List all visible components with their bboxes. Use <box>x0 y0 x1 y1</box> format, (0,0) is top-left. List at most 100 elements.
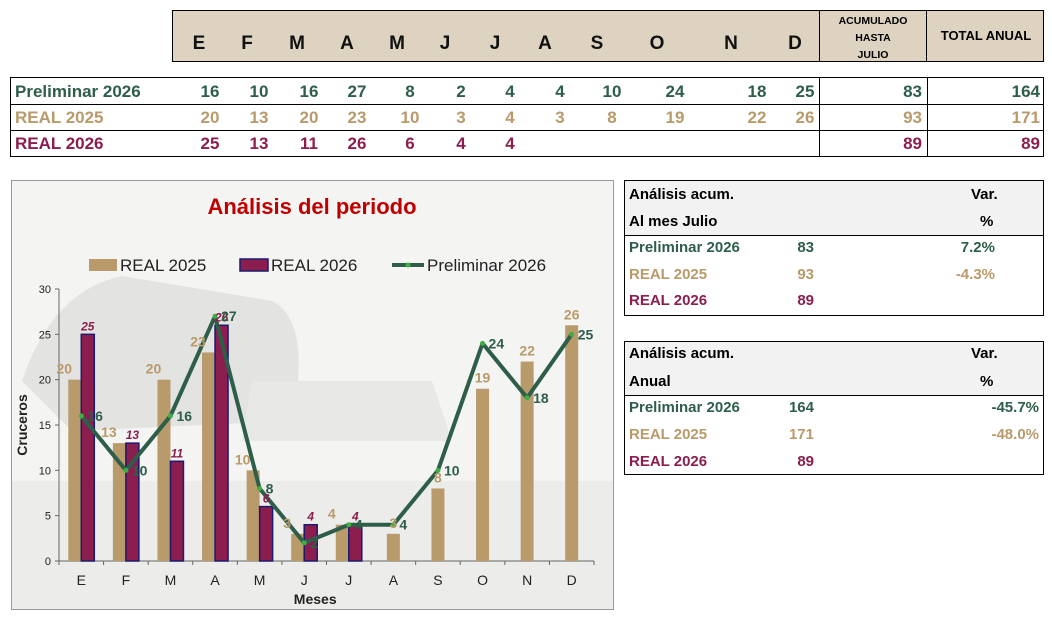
chart-title: Análisis del periodo <box>207 194 416 219</box>
table-cell: 25 <box>795 82 815 101</box>
month-header-band: E F M A M J J A S O N D ACUMULADO HASTA JULIO TOTAL… <box>172 10 1044 62</box>
analysis-month-subtitle: Al mes Julio <box>629 213 718 230</box>
data-label-real-2026: 4 <box>351 510 359 524</box>
data-label-real-2025: 10 <box>235 451 251 467</box>
data-label-real-2025: 23 <box>190 333 206 349</box>
x-tick-label: D <box>567 572 577 588</box>
y-tick-label: 20 <box>39 375 51 387</box>
data-label-preliminar-2026: 2 <box>310 535 318 551</box>
preliminar-2026-point <box>435 467 441 473</box>
preliminar-2026-point <box>480 340 486 346</box>
data-label-preliminar-2026: 16 <box>87 408 103 424</box>
data-label-real-2025: 22 <box>519 343 535 359</box>
x-tick-label: M <box>165 572 177 588</box>
analysis-month-var-label: Var. <box>971 186 998 203</box>
analysis_year-row-label: REAL 2025 <box>629 426 708 443</box>
x-tick-label: S <box>433 572 442 588</box>
legend-label: REAL 2026 <box>271 256 357 275</box>
preliminar-2026-point <box>301 540 307 546</box>
table-cell: 22 <box>747 108 767 127</box>
data-label-real-2025: 4 <box>328 506 336 522</box>
data-label-real-2026: 6 <box>263 492 270 506</box>
x-tick-label: O <box>477 572 488 588</box>
preliminar-2026-point <box>390 522 396 528</box>
table-acumulado-cell: 89 <box>903 134 922 153</box>
table-total-cell: 171 <box>1011 108 1040 127</box>
table-acumulado-cell: 93 <box>903 108 922 127</box>
acumulado-line-3: JULIO <box>857 49 889 61</box>
table-cell: 20 <box>299 108 319 127</box>
data-label-real-2026: 25 <box>80 319 95 333</box>
preliminar-2026-point <box>212 313 218 319</box>
analysis_month-row-value: 89 <box>797 292 814 309</box>
data-label-preliminar-2026: 18 <box>533 390 549 406</box>
acumulado-line-2: HASTA <box>855 32 891 44</box>
table-cell: 11 <box>300 134 318 153</box>
analysis-month-table: Análisis acum. Al mes Julio Var. % Preli… <box>624 180 1044 316</box>
total-anual-header: TOTAL ANUAL <box>940 28 1032 43</box>
data-label-preliminar-2026: 24 <box>489 335 505 351</box>
bar-real-2025 <box>335 524 349 561</box>
table-cell: 24 <box>665 82 685 101</box>
month-header-6: J <box>439 33 451 54</box>
analysis_year-row-label: REAL 2026 <box>629 453 708 470</box>
table-cell: 8 <box>405 82 415 101</box>
legend-marker <box>405 262 411 268</box>
table-cell: 19 <box>665 108 685 127</box>
table-row-label: REAL 2025 <box>15 108 104 127</box>
bar-real-2025 <box>520 361 534 561</box>
data-label-real-2025: 3 <box>389 515 397 531</box>
analysis_year-row-value: 89 <box>797 453 814 470</box>
analysis-year-title: Análisis acum. <box>629 345 735 362</box>
analysis-year-subtitle: Anual <box>629 373 671 390</box>
x-tick-label: F <box>122 572 131 588</box>
analysis_month-row-var: -4.3% <box>955 266 995 283</box>
y-tick-label: 30 <box>39 284 51 296</box>
data-label-preliminar-2026: 25 <box>578 326 594 342</box>
table-cell: 10 <box>400 108 420 127</box>
preliminar-2026-point <box>167 413 173 419</box>
month-header-4: A <box>340 33 354 54</box>
bar-line-chart: Análisis del periodo REAL 2025 REAL 2026 Pr… <box>12 181 613 609</box>
bar-real-2026 <box>258 505 274 562</box>
table-cell: 16 <box>200 82 220 101</box>
bar-real-2025 <box>565 325 579 561</box>
analysis-year-table: Análisis acum. Anual Var. % Preliminar 2… <box>624 341 1044 475</box>
bar-real-2025 <box>157 379 171 561</box>
data-label-preliminar-2026: 4 <box>355 517 363 533</box>
table-total-cell: 164 <box>1011 82 1040 101</box>
x-tick-label: A <box>389 572 399 588</box>
table-cell: 3 <box>555 108 565 127</box>
analysis_year-row-value: 164 <box>788 399 814 416</box>
bar-real-2026 <box>80 333 96 562</box>
bar-real-2026 <box>169 460 185 562</box>
bar-real-2025 <box>202 352 216 561</box>
x-tick-label: N <box>522 572 532 588</box>
analysis_year-row-var: -48.0% <box>991 426 1039 443</box>
data-label-real-2026: 4 <box>306 510 314 524</box>
data-label-real-2025: 3 <box>283 515 291 531</box>
x-tick-label: A <box>210 572 220 588</box>
bar-real-2025 <box>68 379 82 561</box>
y-tick-label: 10 <box>39 465 51 477</box>
analysis-month-pct-label: % <box>980 213 994 230</box>
table-cell: 4 <box>555 82 565 101</box>
data-label-real-2026: 13 <box>126 428 140 442</box>
acumulado-line-1: ACUMULADO <box>838 15 908 27</box>
table-row-label: REAL 2026 <box>15 134 104 153</box>
table-cell: 16 <box>299 82 319 101</box>
table-cell: 6 <box>405 134 415 153</box>
data-label-real-2025: 26 <box>564 306 580 322</box>
table-cell: 25 <box>200 134 220 153</box>
table-cell: 8 <box>607 108 617 127</box>
monthly-data-table: Preliminar 2026 16 10 16 27 8 2 4 4 10 24 18 25 83 164… <box>10 77 1044 157</box>
table-cell: 18 <box>747 82 767 101</box>
analysis_month-row-label: Preliminar 2026 <box>629 239 740 256</box>
analysis_month-row-var: 7.2% <box>960 239 995 256</box>
data-label-real-2025: 13 <box>101 424 117 440</box>
analysis_year-row-var: -45.7% <box>991 399 1039 416</box>
analysis-year-pct-label: % <box>980 373 994 390</box>
bar-real-2025 <box>431 488 445 561</box>
analysis_month-row-label: REAL 2025 <box>629 266 708 283</box>
table-cell: 4 <box>505 134 515 153</box>
